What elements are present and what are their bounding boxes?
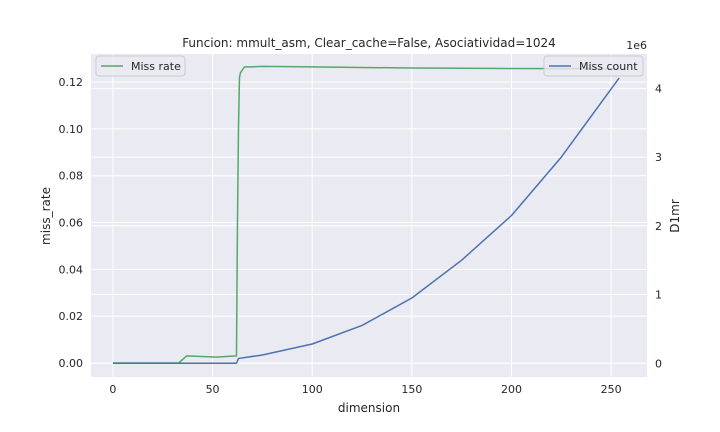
left-tick-label: 0.02 bbox=[59, 310, 84, 323]
x-tick-label: 250 bbox=[601, 383, 622, 396]
plot-background bbox=[91, 54, 647, 377]
right-axis-ticks: 0 1 2 3 4 bbox=[655, 82, 662, 370]
x-tick-label: 50 bbox=[206, 383, 220, 396]
x-tick-label: 200 bbox=[501, 383, 522, 396]
legend-label-miss-count: Miss count bbox=[579, 60, 638, 73]
legend-miss-rate: Miss rate bbox=[95, 55, 186, 77]
chart-title: Funcion: mmult_asm, Clear_cache=False, A… bbox=[182, 36, 556, 50]
right-axis-offset-text: 1e6 bbox=[626, 39, 647, 52]
left-axis-ticks: 0.00 0.02 0.04 0.06 0.08 0.10 0.12 bbox=[59, 76, 84, 370]
series-line-miss-count bbox=[112, 77, 620, 365]
left-tick-label: 0.00 bbox=[59, 357, 84, 370]
left-tick-label: 0.04 bbox=[59, 263, 84, 276]
right-tick-label: 3 bbox=[655, 151, 662, 164]
right-axis-label: D1mr bbox=[668, 199, 682, 233]
right-tick-label: 1 bbox=[655, 289, 662, 302]
right-tick-label: 2 bbox=[655, 220, 662, 233]
left-tick-label: 0.12 bbox=[59, 76, 84, 89]
x-axis-label: dimension bbox=[338, 401, 400, 415]
x-tick-label: 0 bbox=[109, 383, 116, 396]
series-line-miss-rate bbox=[112, 65, 620, 364]
left-tick-label: 0.10 bbox=[59, 123, 84, 136]
left-axis-label: miss_rate bbox=[39, 187, 53, 245]
x-axis-ticks: 0 50 100 150 200 250 bbox=[109, 383, 621, 396]
right-tick-label: 0 bbox=[655, 357, 662, 370]
right-tick-label: 4 bbox=[655, 82, 662, 95]
grid bbox=[91, 54, 647, 377]
left-tick-label: 0.08 bbox=[59, 170, 84, 183]
x-tick-label: 100 bbox=[302, 383, 323, 396]
x-tick-label: 150 bbox=[401, 383, 422, 396]
legend-label-miss-rate: Miss rate bbox=[131, 60, 181, 73]
legend-miss-count: Miss count bbox=[543, 55, 644, 77]
series-lines bbox=[112, 65, 620, 365]
left-tick-label: 0.06 bbox=[59, 217, 84, 230]
